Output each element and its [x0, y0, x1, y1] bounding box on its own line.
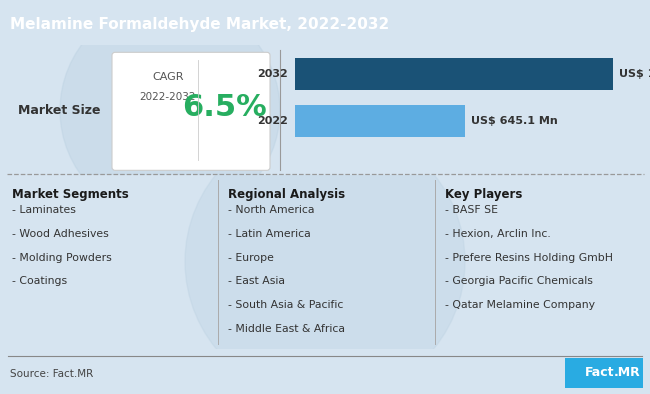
- Text: - BASF SE: - BASF SE: [445, 205, 498, 215]
- Text: - East Asia: - East Asia: [228, 276, 285, 286]
- Text: 2022-2032: 2022-2032: [140, 92, 196, 102]
- Text: US$ 645.1 Mn: US$ 645.1 Mn: [471, 116, 558, 126]
- Text: - Europe: - Europe: [228, 253, 274, 262]
- Text: .MR: .MR: [614, 366, 641, 379]
- Text: 6.5%: 6.5%: [183, 93, 267, 122]
- Text: - Molding Powders: - Molding Powders: [12, 253, 112, 262]
- Bar: [295, 105, 465, 138]
- Text: Key Players: Key Players: [445, 188, 523, 201]
- Text: - Laminates: - Laminates: [12, 205, 76, 215]
- Text: - South Asia & Pacific: - South Asia & Pacific: [228, 300, 343, 310]
- Text: Market Segments: Market Segments: [12, 188, 129, 201]
- Text: - Middle East & Africa: - Middle East & Africa: [228, 324, 345, 334]
- Text: - North America: - North America: [228, 205, 315, 215]
- Text: - Hexion, Arclin Inc.: - Hexion, Arclin Inc.: [445, 229, 551, 239]
- Text: Regional Analysis: Regional Analysis: [228, 188, 345, 201]
- Text: - Prefere Resins Holding GmbH: - Prefere Resins Holding GmbH: [445, 253, 613, 262]
- Text: CAGR: CAGR: [152, 72, 184, 82]
- Text: - Coatings: - Coatings: [12, 276, 67, 286]
- Text: Fact: Fact: [585, 366, 614, 379]
- Text: - Qatar Melamine Company: - Qatar Melamine Company: [445, 300, 595, 310]
- Text: US$ 1211.1 Mn: US$ 1211.1 Mn: [619, 69, 650, 79]
- Text: - Latin America: - Latin America: [228, 229, 311, 239]
- Circle shape: [60, 0, 280, 220]
- Text: - Wood Adhesives: - Wood Adhesives: [12, 229, 109, 239]
- Circle shape: [185, 123, 465, 394]
- Bar: [295, 58, 614, 90]
- Text: - Georgia Pacific Chemicals: - Georgia Pacific Chemicals: [445, 276, 593, 286]
- FancyBboxPatch shape: [112, 52, 270, 170]
- Text: Market Size: Market Size: [18, 104, 101, 117]
- Text: Melamine Formaldehyde Market, 2022-2032: Melamine Formaldehyde Market, 2022-2032: [10, 17, 389, 32]
- Bar: [565, 358, 643, 388]
- Text: 2022: 2022: [257, 116, 288, 126]
- Text: 2032: 2032: [257, 69, 288, 79]
- Text: Source: Fact.MR: Source: Fact.MR: [10, 369, 93, 379]
